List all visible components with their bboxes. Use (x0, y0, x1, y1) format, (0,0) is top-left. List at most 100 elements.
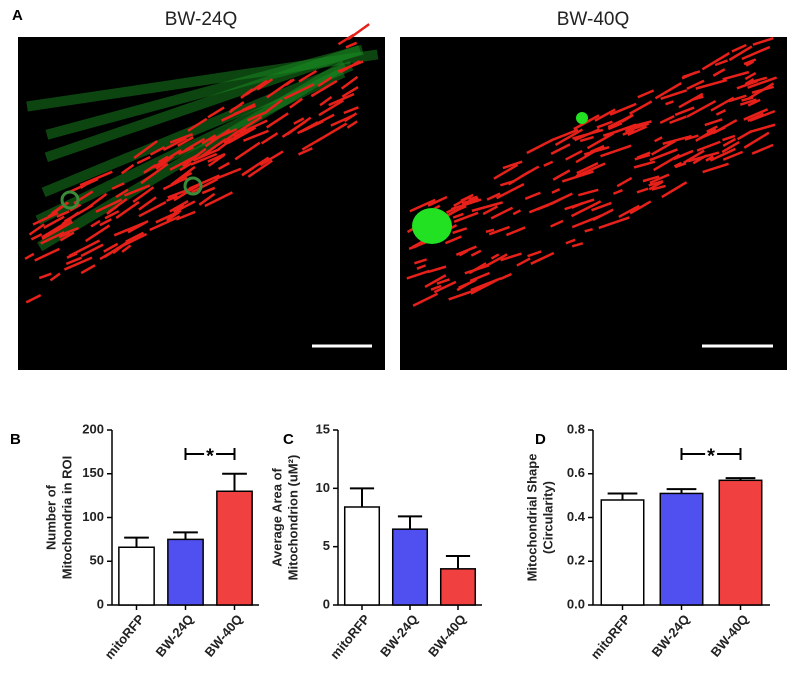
mito (584, 227, 593, 233)
mito (169, 133, 194, 144)
mito (682, 70, 701, 79)
x-tick-label: BW-24Q (649, 611, 693, 659)
mito (749, 76, 768, 84)
mito (217, 161, 230, 171)
mito (232, 115, 263, 136)
mito (157, 155, 169, 164)
panel-label: D (535, 431, 546, 448)
mito (572, 128, 604, 140)
y-tick-label: 0.4 (567, 509, 586, 524)
mito (85, 224, 111, 243)
mito (486, 192, 501, 201)
mito (637, 89, 655, 99)
mito (570, 200, 602, 218)
mito (692, 154, 708, 165)
bar (118, 546, 155, 606)
mito (167, 185, 198, 199)
mito (207, 106, 225, 119)
mito (245, 79, 268, 96)
mito (43, 215, 65, 229)
mito (721, 141, 740, 154)
panel-label: A (12, 7, 23, 24)
mito (705, 155, 714, 162)
mito (594, 108, 616, 122)
bar (439, 568, 477, 606)
mito (468, 262, 487, 275)
mito (201, 186, 216, 195)
mito (433, 280, 457, 294)
mito (59, 231, 75, 242)
mito (596, 120, 613, 129)
x-tick-label: mitoRFP (588, 611, 634, 662)
mito (607, 119, 622, 129)
mito (111, 182, 125, 190)
mito (337, 60, 364, 73)
mito (198, 192, 216, 206)
mito (744, 78, 755, 86)
mito (166, 211, 180, 222)
mito (63, 256, 93, 271)
mito (500, 252, 522, 262)
mito (172, 204, 185, 213)
mito (490, 253, 500, 260)
mito (152, 149, 182, 169)
mito (317, 122, 348, 142)
mito (256, 78, 274, 91)
mito (722, 137, 737, 147)
mito (343, 112, 358, 123)
mito (80, 264, 96, 275)
mito (317, 76, 333, 88)
bar (659, 492, 704, 606)
label-bg (204, 451, 217, 457)
mito (468, 195, 478, 201)
mito (347, 23, 370, 41)
mito (127, 219, 149, 234)
mito (121, 244, 132, 253)
mito (642, 175, 660, 183)
mito (266, 112, 289, 129)
cell-body (26, 49, 379, 112)
mito (140, 162, 169, 185)
mito (427, 265, 447, 274)
mito (629, 200, 652, 215)
mito (493, 163, 519, 180)
mito (430, 284, 442, 291)
mito (136, 155, 151, 165)
mito (452, 212, 464, 219)
y-tick-label: 100 (82, 509, 104, 524)
mito (209, 127, 238, 142)
mito (453, 211, 479, 223)
mito (752, 37, 774, 46)
mito (133, 140, 158, 159)
mito (665, 100, 674, 106)
mito (115, 201, 140, 219)
mito (106, 205, 119, 215)
mito (651, 184, 666, 191)
mito (627, 125, 648, 137)
mito (412, 292, 439, 307)
mito (283, 83, 315, 100)
mito (736, 130, 753, 141)
mito (318, 99, 344, 117)
mito (319, 95, 333, 107)
mito (634, 153, 651, 161)
y-tick-label: 0.0 (567, 596, 585, 611)
y-tick-label: 10 (316, 480, 330, 495)
mito (520, 165, 540, 178)
mito (138, 196, 157, 211)
mito (204, 191, 233, 208)
y-tick-label: 0.6 (567, 465, 585, 480)
mito (300, 120, 324, 134)
cell-image (24, 23, 379, 304)
mito (701, 52, 730, 71)
mito (345, 41, 358, 49)
mito (115, 188, 129, 199)
mito (669, 115, 687, 125)
mito (660, 89, 688, 101)
mito (175, 176, 188, 184)
mito (58, 231, 71, 239)
mito (661, 181, 688, 199)
mito (30, 233, 43, 241)
mito (747, 112, 764, 122)
